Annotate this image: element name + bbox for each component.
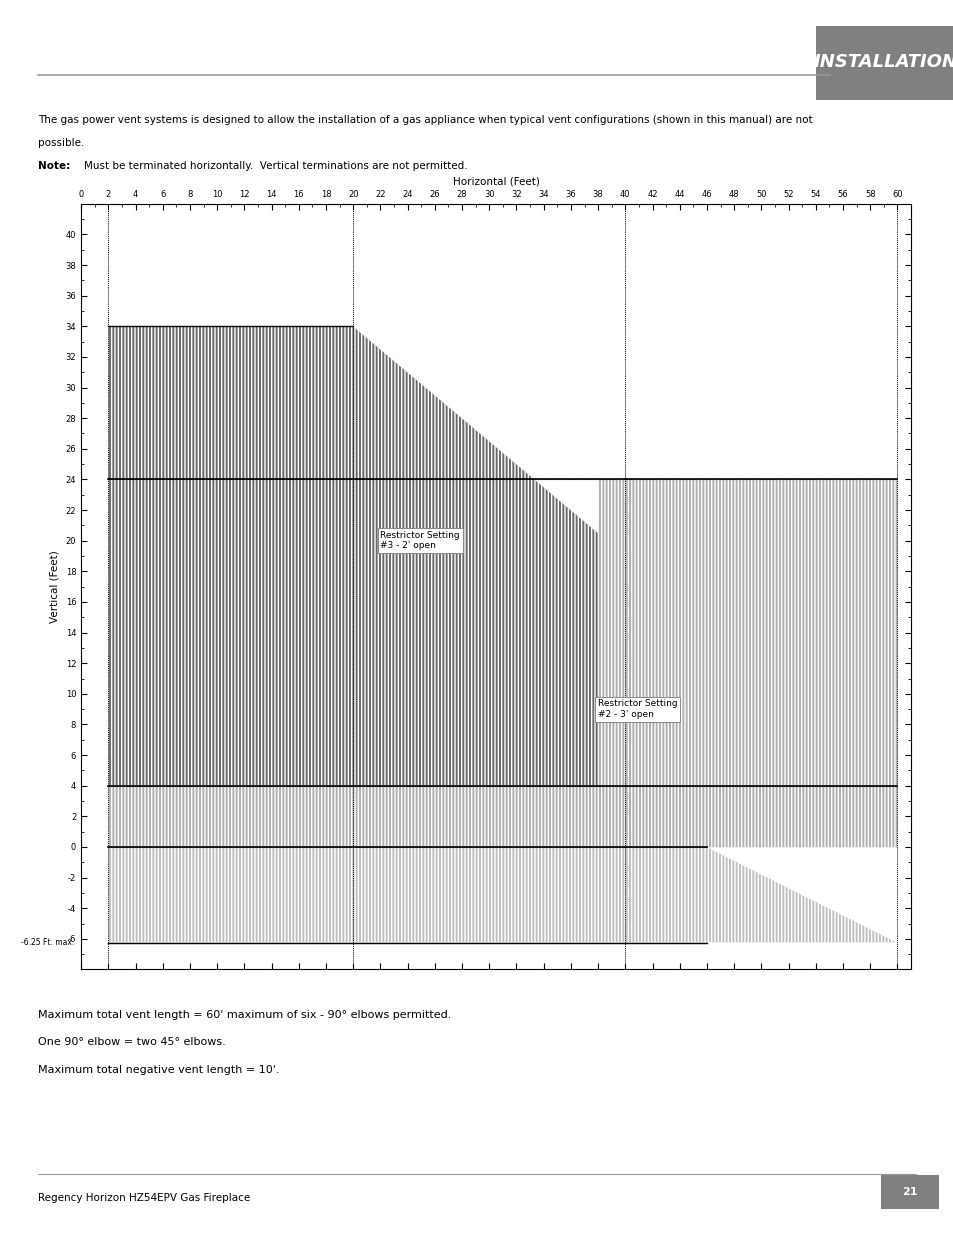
Text: Restrictor Setting
#3 - 2' open: Restrictor Setting #3 - 2' open	[380, 531, 459, 551]
Polygon shape	[109, 785, 897, 847]
Text: Maximum total vent length = 60' maximum of six - 90° elbows permitted.: Maximum total vent length = 60' maximum …	[38, 1010, 451, 1020]
FancyBboxPatch shape	[881, 1176, 938, 1209]
Text: Note:: Note:	[38, 162, 71, 172]
Polygon shape	[598, 479, 897, 785]
Text: -6.25 Ft. max.: -6.25 Ft. max.	[21, 939, 74, 947]
Polygon shape	[109, 326, 897, 785]
Text: Must be terminated horizontally.  Vertical terminations are not permitted.: Must be terminated horizontally. Vertica…	[84, 162, 467, 172]
Text: One 90° elbow = two 45° elbows.: One 90° elbow = two 45° elbows.	[38, 1037, 226, 1047]
Text: Maximum total negative vent length = 10'.: Maximum total negative vent length = 10'…	[38, 1065, 279, 1074]
Text: 21: 21	[902, 1187, 917, 1197]
Polygon shape	[109, 847, 897, 942]
Y-axis label: Vertical (Feet): Vertical (Feet)	[50, 551, 60, 622]
Text: INSTALLATION: INSTALLATION	[812, 53, 953, 72]
X-axis label: Horizontal (Feet): Horizontal (Feet)	[452, 177, 539, 186]
Text: Regency Horizon HZ54EPV Gas Fireplace: Regency Horizon HZ54EPV Gas Fireplace	[38, 1193, 250, 1203]
FancyBboxPatch shape	[815, 26, 953, 100]
Text: possible.: possible.	[38, 138, 85, 148]
Polygon shape	[598, 479, 897, 785]
Text: Restrictor Setting
#2 - 3' open: Restrictor Setting #2 - 3' open	[598, 699, 677, 719]
Text: The gas power vent systems is designed to allow the installation of a gas applia: The gas power vent systems is designed t…	[38, 115, 812, 125]
